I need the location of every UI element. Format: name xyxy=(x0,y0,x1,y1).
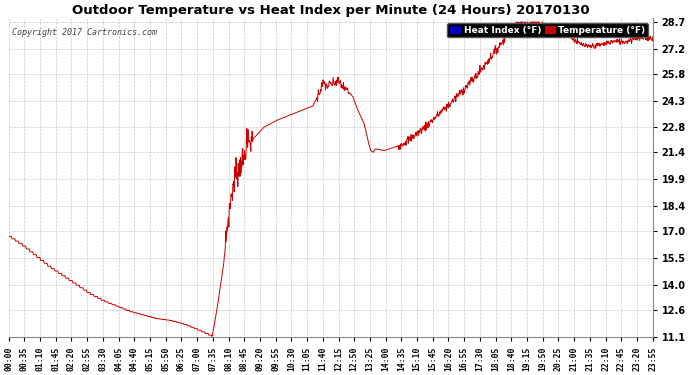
Text: Copyright 2017 Cartronics.com: Copyright 2017 Cartronics.com xyxy=(12,28,157,37)
Legend: Heat Index (°F), Temperature (°F): Heat Index (°F), Temperature (°F) xyxy=(447,23,648,38)
Title: Outdoor Temperature vs Heat Index per Minute (24 Hours) 20170130: Outdoor Temperature vs Heat Index per Mi… xyxy=(72,4,589,17)
